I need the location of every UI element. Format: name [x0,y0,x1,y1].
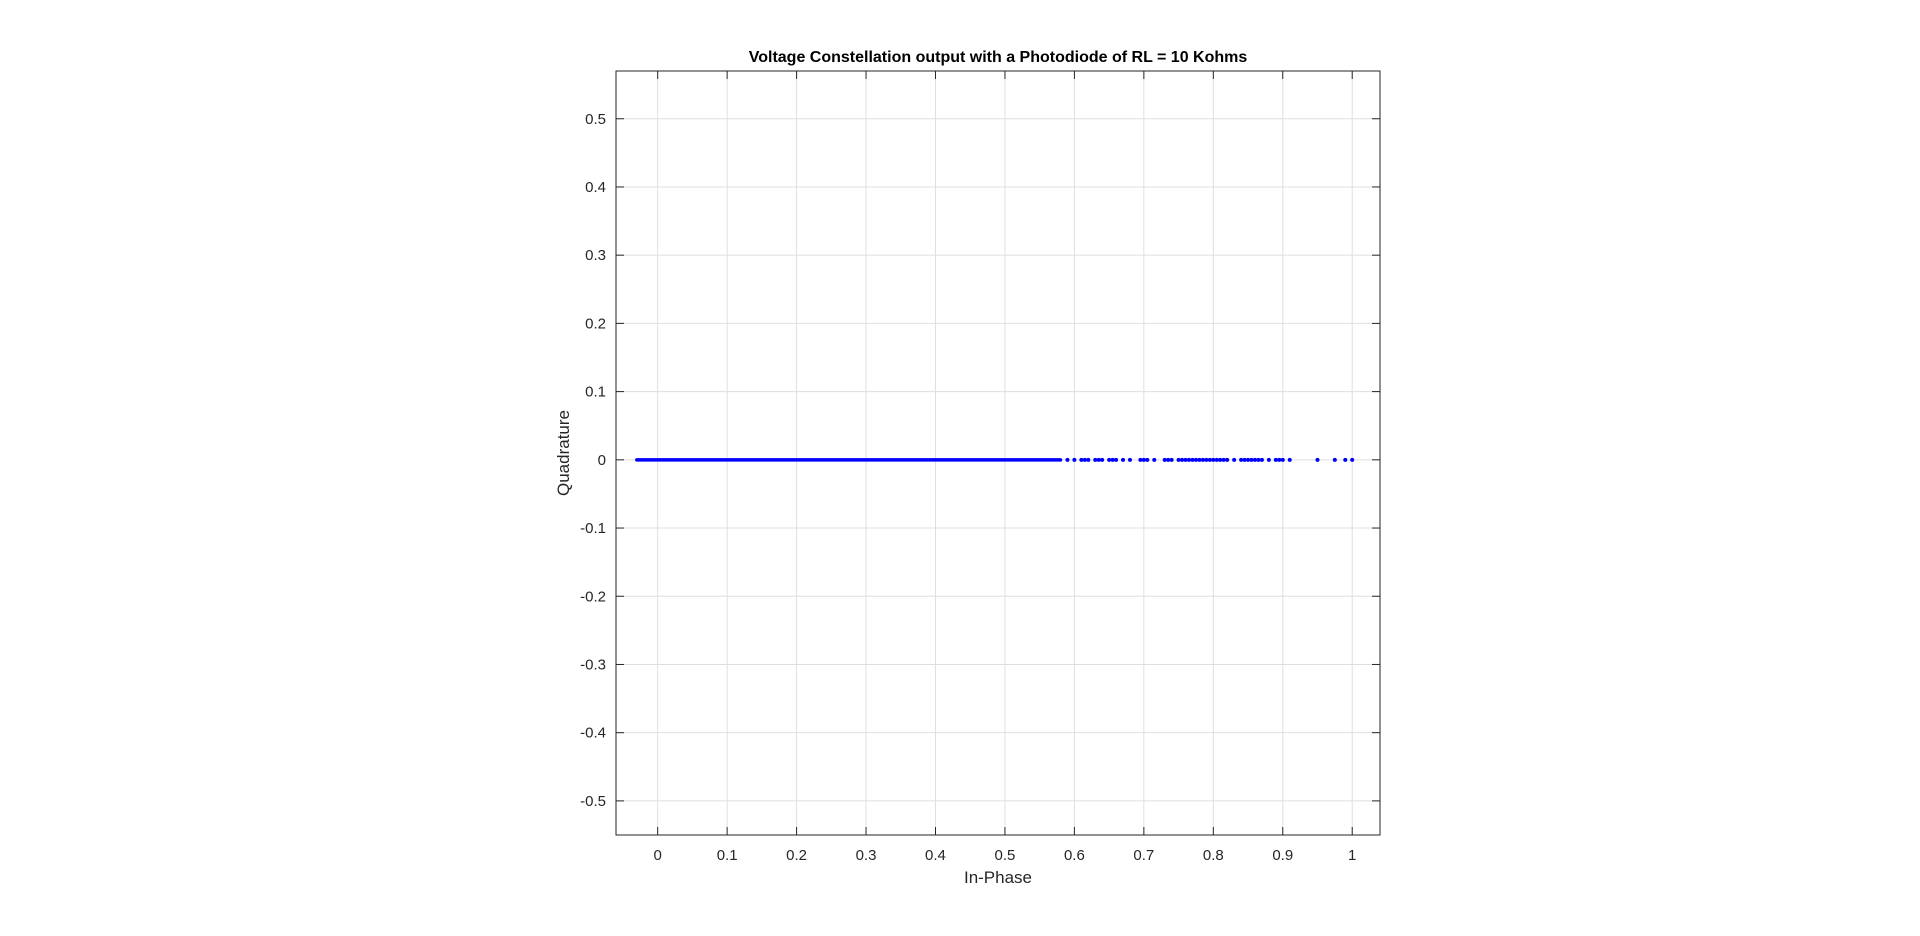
data-point [1259,457,1264,462]
data-point [1256,457,1261,462]
y-tick-label: 0.3 [585,247,606,264]
data-point [1332,457,1337,462]
axis-ticks: 0 0.1 0.2 0.3 0.4 0.5 0.6 0.7 0.8 0.9 1 0.5 0.4 0.3 0.… [580,71,1380,864]
y-axis-label: Quadrature [554,410,573,496]
data-point [1315,457,1320,462]
data-point [1107,457,1112,462]
plot-frame [615,70,1381,836]
data-point [1086,457,1091,462]
data-point [1277,457,1282,462]
data-point [1221,457,1226,462]
x-tick-label: 0.9 [1272,847,1293,864]
data-point [1287,457,1292,462]
x-tick-label: 0 [654,847,662,864]
data-point [1280,457,1285,462]
x-tick-label: 0.2 [786,847,807,864]
data-point [1211,457,1216,462]
x-tick-label: 0.8 [1203,847,1224,864]
y-tick-label: 0.4 [585,179,606,196]
data-point [1190,457,1195,462]
data-point [1114,457,1119,462]
data-point [1239,457,1244,462]
data-point [1246,457,1251,462]
y-tick-label: 0.2 [585,315,606,332]
data-point [1273,457,1278,462]
y-tick-label: -0.1 [580,520,606,537]
y-tick-label: 0.1 [585,384,606,401]
data-point [1207,457,1212,462]
chart-title: Voltage Constellation output with a Phot… [749,49,1248,66]
data-point [1232,457,1237,462]
x-tick-label: 1 [1348,847,1356,864]
data-point [1100,457,1105,462]
data-points [635,457,1355,462]
data-point [1166,457,1171,462]
data-point [1200,457,1205,462]
y-tick-label: -0.2 [580,588,606,605]
data-point [1169,457,1174,462]
data-point [1180,457,1185,462]
x-tick-label: 0.7 [1133,847,1154,864]
data-point [1162,457,1167,462]
data-point [1350,457,1355,462]
data-point [1197,457,1202,462]
data-point [1093,457,1098,462]
y-tick-label: -0.5 [580,793,606,810]
data-point [1065,457,1070,462]
data-point [1225,457,1230,462]
data-point [1072,457,1077,462]
data-point [1127,457,1132,462]
data-point [1343,457,1348,462]
data-point [1214,457,1219,462]
x-tick-label: 0.6 [1064,847,1085,864]
data-point [1152,457,1157,462]
data-point [1183,457,1188,462]
data-point [1252,457,1257,462]
data-point [1266,457,1271,462]
data-point [1141,457,1146,462]
data-point [1249,457,1254,462]
data-point [1121,457,1126,462]
data-point [1138,457,1143,462]
data-point [1187,457,1191,462]
y-tick-label: 0.5 [585,111,606,128]
y-tick-label: -0.4 [580,725,606,742]
x-axis-label: In-Phase [964,868,1032,887]
grid [616,71,1380,835]
data-point [1145,457,1150,462]
y-tick-label: 0 [598,452,606,469]
data-point [1242,457,1247,462]
data-point [1082,457,1087,462]
x-tick-label: 0.1 [717,847,738,864]
data-point [1218,457,1223,462]
data-point [1110,457,1115,462]
x-tick-label: 0.5 [995,847,1016,864]
data-point [1079,457,1084,462]
data-point [1096,457,1101,462]
data-point [1176,457,1181,462]
x-tick-label: 0.3 [856,847,877,864]
data-point [1193,457,1198,462]
plot-area [616,71,1380,835]
x-tick-label: 0.4 [925,847,946,864]
y-tick-label: -0.3 [580,656,606,673]
data-point [1204,457,1209,462]
